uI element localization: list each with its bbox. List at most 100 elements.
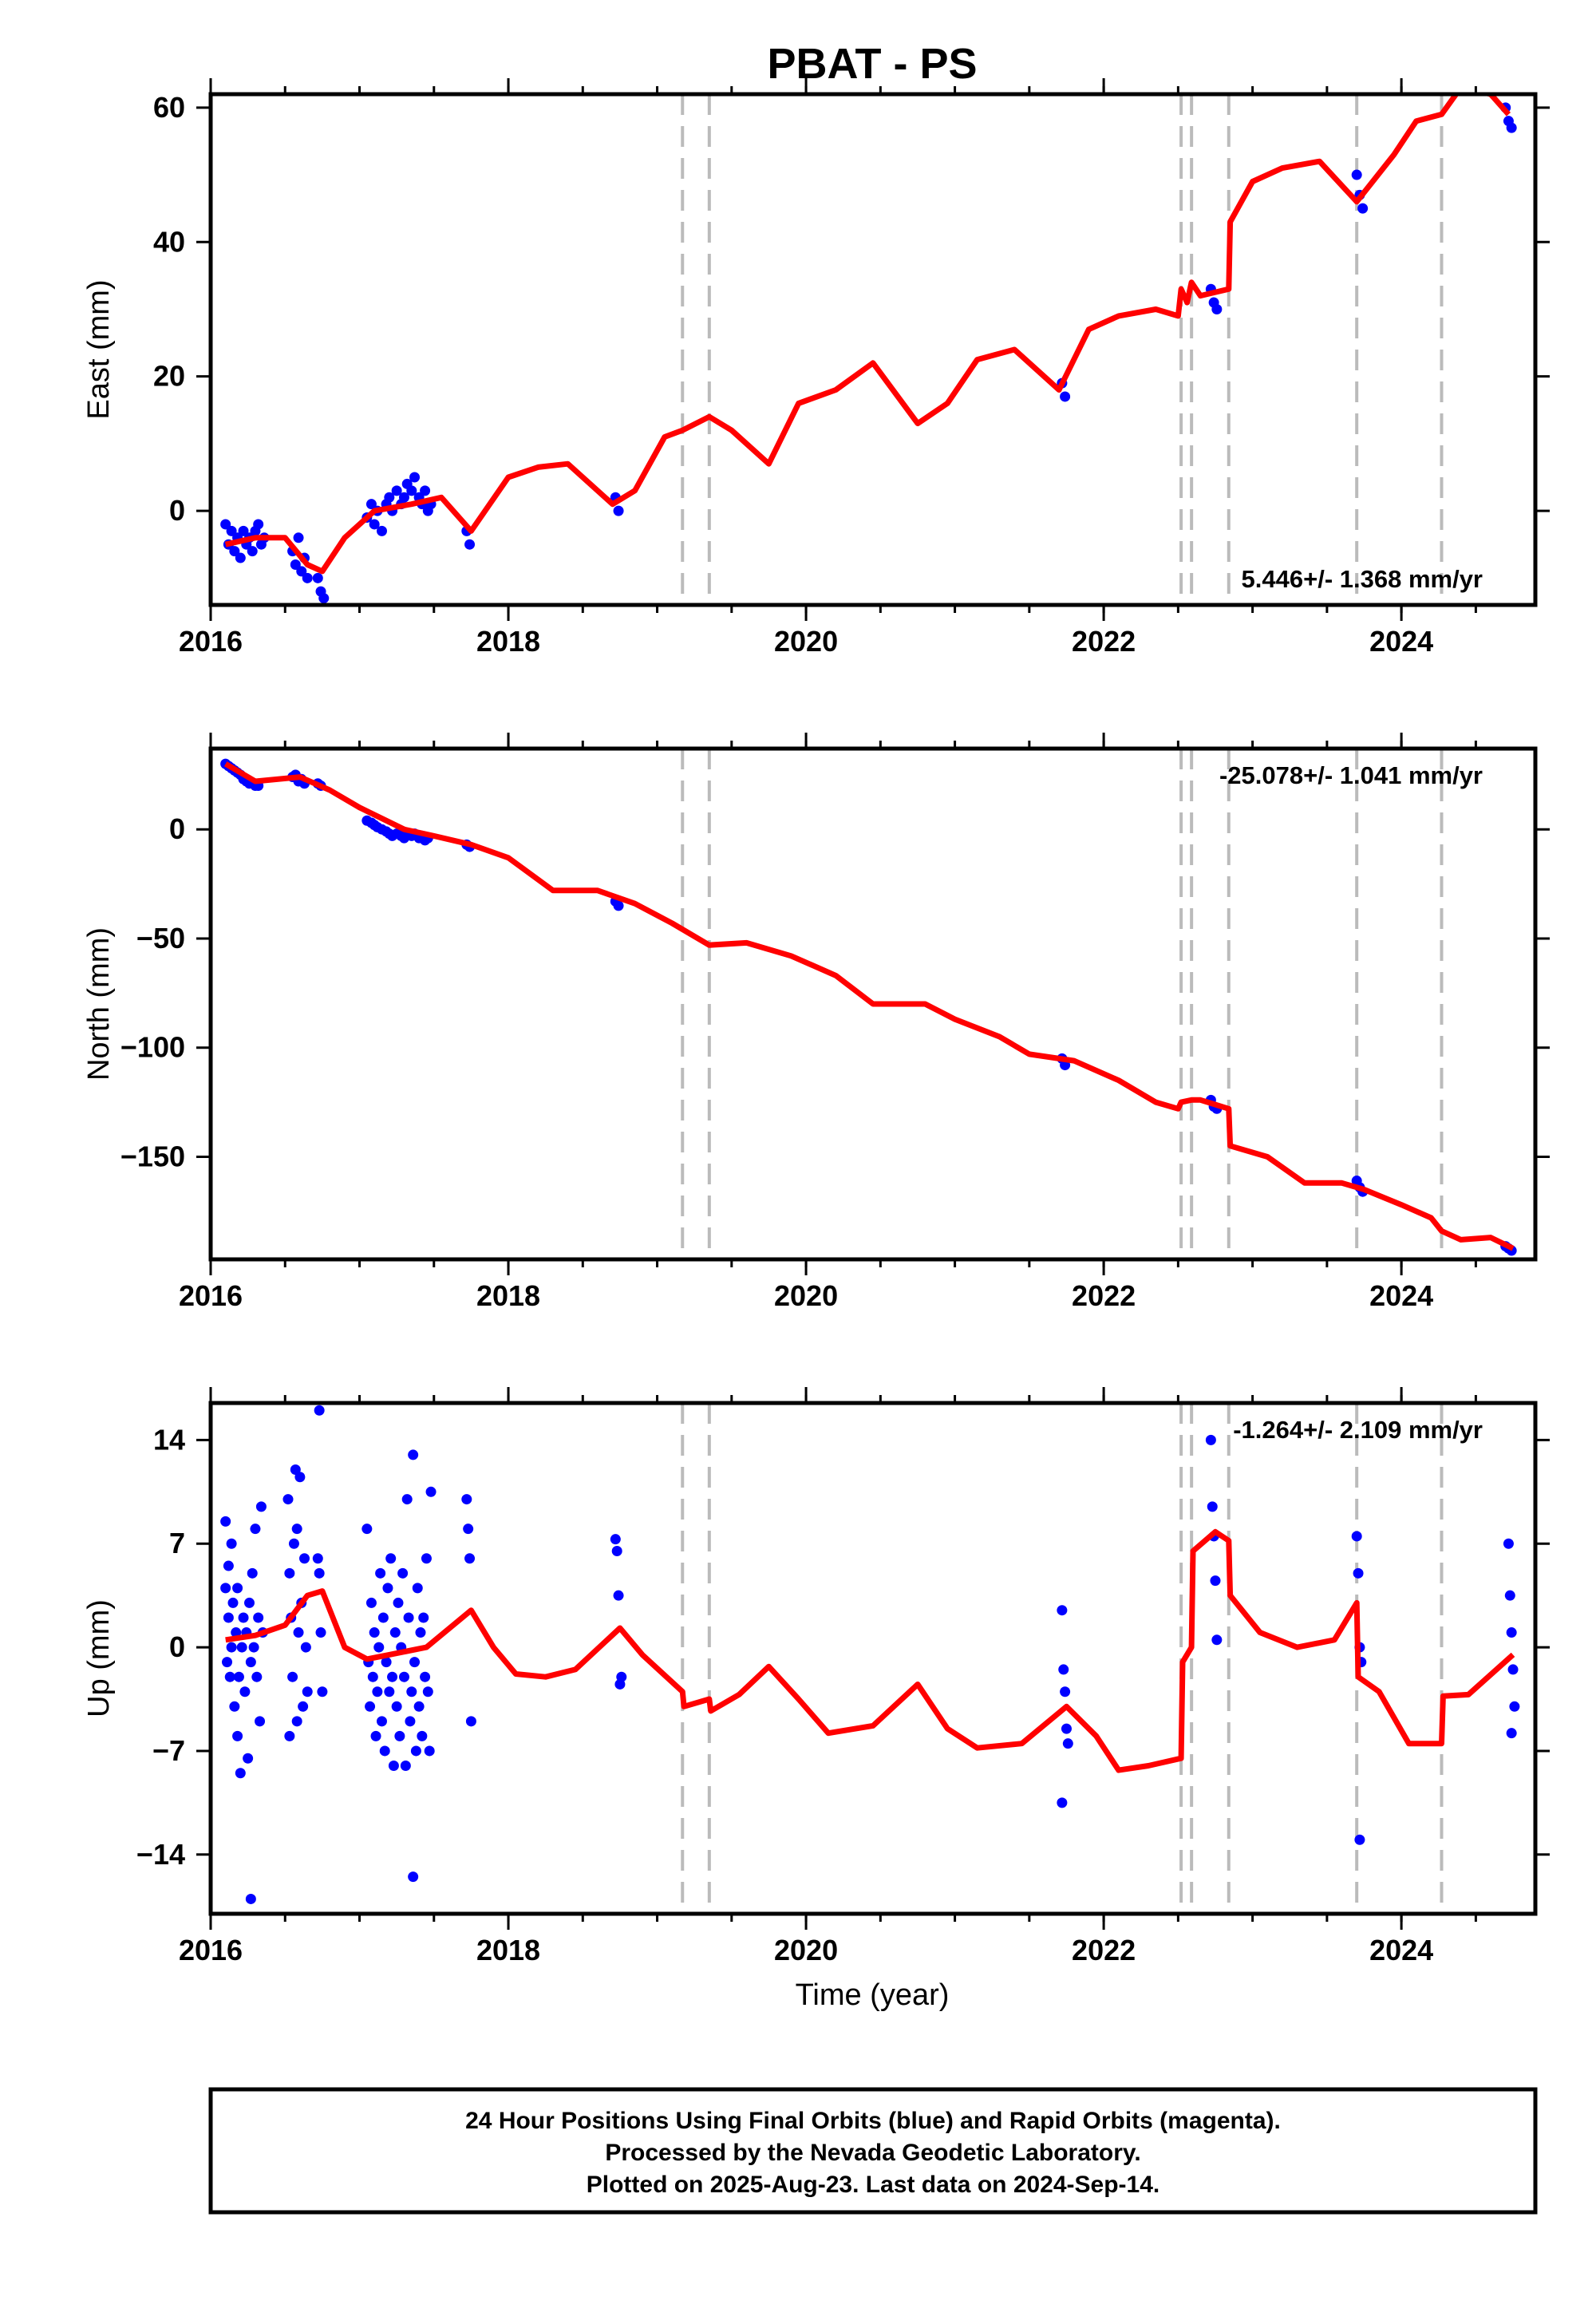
data-point bbox=[296, 566, 307, 577]
data-point bbox=[613, 1590, 624, 1601]
data-point bbox=[403, 1612, 414, 1623]
data-point bbox=[384, 492, 395, 503]
data-point bbox=[1351, 1531, 1362, 1542]
model-line bbox=[224, 94, 1511, 575]
data-point bbox=[424, 1745, 435, 1757]
data-point bbox=[314, 1405, 325, 1416]
data-point bbox=[613, 900, 624, 911]
y-tick-label: −100 bbox=[120, 1031, 185, 1064]
y-tick-label: 0 bbox=[169, 812, 185, 845]
data-point bbox=[417, 1730, 428, 1741]
data-point bbox=[410, 1745, 421, 1757]
x-tick-label: 2020 bbox=[774, 1279, 838, 1312]
data-point bbox=[226, 525, 237, 536]
data-point bbox=[379, 1745, 390, 1757]
data-point bbox=[465, 1716, 476, 1727]
data-point bbox=[415, 1627, 426, 1638]
data-point bbox=[245, 1657, 256, 1668]
data-point bbox=[238, 525, 249, 536]
data-point bbox=[464, 539, 476, 550]
data-point bbox=[245, 1893, 256, 1904]
data-point bbox=[298, 1701, 309, 1712]
data-point bbox=[239, 1686, 251, 1697]
north-panel: 2016 2018 2020 2022 2024 0 −50 −100 −150 North (m… bbox=[82, 733, 1550, 1312]
data-point bbox=[381, 1657, 392, 1668]
y-axis-label: Up (mm) bbox=[82, 1599, 116, 1717]
data-point bbox=[1509, 1701, 1520, 1712]
data-point bbox=[425, 1486, 437, 1497]
panel-frame bbox=[208, 92, 1538, 607]
data-point bbox=[1060, 391, 1071, 402]
data-point bbox=[611, 1546, 622, 1557]
y-tick-label: 14 bbox=[153, 1423, 185, 1456]
y-axis-label: East (mm) bbox=[82, 279, 116, 419]
x-tick-label: 2018 bbox=[476, 1279, 540, 1312]
data-point bbox=[391, 1701, 402, 1712]
data-point bbox=[616, 1671, 627, 1682]
data-point bbox=[251, 1671, 263, 1682]
data-point bbox=[243, 1753, 254, 1764]
x-tick-label: 2018 bbox=[476, 625, 540, 658]
data-point bbox=[406, 485, 417, 496]
data-point bbox=[373, 1642, 385, 1653]
data-point bbox=[384, 1686, 395, 1697]
data-point bbox=[235, 552, 246, 563]
data-point bbox=[400, 1760, 411, 1771]
data-point bbox=[232, 1730, 243, 1741]
data-point bbox=[250, 1524, 261, 1535]
x-tick-label: 2016 bbox=[179, 625, 243, 658]
data-point bbox=[220, 519, 231, 530]
data-point bbox=[406, 1686, 417, 1697]
data-point bbox=[397, 1567, 409, 1579]
data-point bbox=[220, 1583, 231, 1594]
data-point bbox=[1506, 1728, 1517, 1739]
data-point bbox=[391, 485, 402, 496]
data-point bbox=[393, 1597, 404, 1608]
x-tick-label: 2024 bbox=[1369, 625, 1433, 658]
data-point bbox=[382, 1583, 393, 1594]
data-point bbox=[1357, 203, 1369, 214]
data-point bbox=[253, 1612, 264, 1623]
data-point bbox=[372, 1686, 383, 1697]
data-point bbox=[226, 1538, 237, 1549]
data-point bbox=[1062, 1738, 1073, 1749]
x-tick-label: 2024 bbox=[1369, 1934, 1433, 1966]
y-tick-label: 7 bbox=[169, 1527, 185, 1559]
up-panel: 2016 2018 2020 2022 2024 14 7 0 −7 −14 Up (mm) -1.2… bbox=[82, 1387, 1550, 1966]
y-tick-label: 0 bbox=[169, 494, 185, 527]
data-point bbox=[224, 1671, 235, 1682]
data-point bbox=[291, 1716, 302, 1727]
data-point bbox=[1354, 1834, 1365, 1845]
data-point bbox=[226, 1642, 237, 1653]
data-point bbox=[376, 1716, 387, 1727]
data-point bbox=[389, 1627, 401, 1638]
data-point bbox=[408, 1449, 419, 1460]
data-point bbox=[409, 472, 421, 483]
data-point bbox=[300, 1642, 311, 1653]
x-tick-label: 2018 bbox=[476, 1934, 540, 1966]
data-point bbox=[376, 525, 387, 536]
east-panel: 2016 2018 2020 2022 2024 0 20 40 60 East (mm) 5.44… bbox=[82, 78, 1550, 658]
data-point bbox=[1061, 1723, 1072, 1734]
x-tick-label: 2022 bbox=[1072, 1934, 1136, 1966]
data-point bbox=[291, 1524, 302, 1535]
data-point bbox=[375, 1567, 386, 1579]
y-tick-label: −14 bbox=[136, 1838, 185, 1871]
data-point bbox=[401, 1494, 413, 1505]
data-point bbox=[1207, 1501, 1218, 1512]
data-point bbox=[317, 1686, 328, 1697]
x-tick-label: 2020 bbox=[774, 625, 838, 658]
data-point bbox=[222, 1657, 233, 1668]
data-point bbox=[1058, 1664, 1069, 1675]
data-point bbox=[238, 1612, 249, 1623]
data-point bbox=[284, 1567, 295, 1579]
data-point bbox=[231, 1627, 242, 1638]
data-point bbox=[1210, 1575, 1221, 1587]
data-point bbox=[361, 1524, 373, 1535]
y-tick-label: 0 bbox=[169, 1630, 185, 1663]
y-tick-label: 20 bbox=[153, 360, 185, 393]
data-point bbox=[1205, 1434, 1216, 1445]
data-point bbox=[1060, 1686, 1071, 1697]
y-axis-label: North (mm) bbox=[82, 927, 116, 1081]
